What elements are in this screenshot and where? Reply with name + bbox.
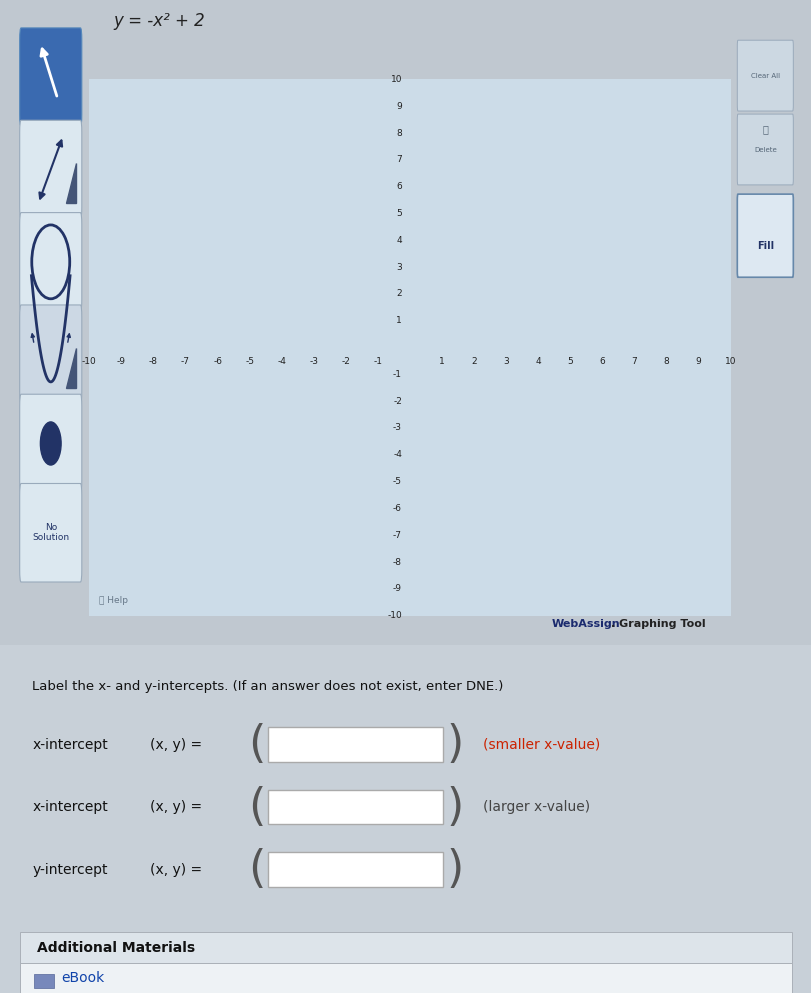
Text: (: (: [247, 723, 264, 766]
Text: x-intercept: x-intercept: [32, 738, 108, 752]
Text: -6: -6: [212, 356, 222, 366]
Text: ): ): [446, 785, 463, 828]
FancyBboxPatch shape: [736, 114, 792, 185]
Text: 🗑: 🗑: [762, 124, 767, 134]
Text: 3: 3: [503, 356, 508, 366]
Text: (: (: [247, 785, 264, 828]
Text: 10: 10: [724, 356, 736, 366]
Text: -1: -1: [393, 369, 401, 379]
Text: (x, y) =: (x, y) =: [150, 800, 202, 814]
Text: 2: 2: [471, 356, 476, 366]
Text: -2: -2: [393, 396, 401, 406]
Text: -6: -6: [393, 503, 401, 513]
Text: (x, y) =: (x, y) =: [150, 738, 202, 752]
Text: -7: -7: [393, 530, 401, 540]
Text: y = -x² + 2: y = -x² + 2: [114, 12, 205, 30]
FancyBboxPatch shape: [0, 645, 811, 993]
Text: -4: -4: [393, 450, 401, 460]
Text: -1: -1: [373, 356, 382, 366]
Text: . Graphing Tool: . Graphing Tool: [611, 619, 706, 629]
Text: 7: 7: [631, 356, 637, 366]
Text: WebAssign: WebAssign: [551, 619, 620, 629]
Text: 6: 6: [599, 356, 605, 366]
Text: Clear All: Clear All: [750, 72, 779, 78]
Text: -8: -8: [148, 356, 158, 366]
Text: -4: -4: [277, 356, 285, 366]
Text: 1: 1: [396, 316, 401, 326]
FancyBboxPatch shape: [19, 484, 82, 582]
Text: ): ): [446, 848, 463, 891]
Text: eBook: eBook: [61, 971, 104, 985]
FancyBboxPatch shape: [19, 28, 82, 126]
Polygon shape: [66, 348, 75, 388]
Text: 5: 5: [567, 356, 573, 366]
Text: 5: 5: [396, 209, 401, 218]
Text: 10: 10: [390, 74, 401, 84]
FancyBboxPatch shape: [736, 41, 792, 111]
Text: 4: 4: [396, 235, 401, 245]
Text: x-intercept: x-intercept: [32, 800, 108, 814]
Text: -3: -3: [393, 423, 401, 433]
Text: -10: -10: [82, 356, 97, 366]
Text: -8: -8: [393, 557, 401, 567]
Text: 6: 6: [396, 182, 401, 192]
FancyBboxPatch shape: [19, 305, 82, 403]
FancyBboxPatch shape: [34, 974, 54, 988]
Text: (larger x-value): (larger x-value): [483, 800, 590, 814]
Text: 1: 1: [439, 356, 444, 366]
Text: -9: -9: [117, 356, 126, 366]
Text: (x, y) =: (x, y) =: [150, 863, 202, 877]
Text: -7: -7: [181, 356, 190, 366]
Text: 4: 4: [535, 356, 540, 366]
Text: y-intercept: y-intercept: [32, 863, 108, 877]
Text: Label the x- and y-intercepts. (If an answer does not exist, enter DNE.): Label the x- and y-intercepts. (If an an…: [32, 680, 504, 693]
Text: -9: -9: [393, 584, 401, 594]
Text: -2: -2: [341, 356, 350, 366]
Text: -5: -5: [245, 356, 254, 366]
Text: ⓘ Help: ⓘ Help: [99, 596, 128, 605]
Text: 8: 8: [396, 128, 401, 138]
Text: 2: 2: [396, 289, 401, 299]
Text: 9: 9: [695, 356, 701, 366]
Text: (smaller x-value): (smaller x-value): [483, 738, 599, 752]
FancyBboxPatch shape: [19, 213, 82, 311]
FancyBboxPatch shape: [736, 195, 792, 277]
Text: 8: 8: [663, 356, 669, 366]
Text: -10: -10: [387, 611, 401, 621]
FancyBboxPatch shape: [268, 727, 442, 762]
Ellipse shape: [41, 422, 61, 465]
Text: 7: 7: [396, 155, 401, 165]
Text: 3: 3: [396, 262, 401, 272]
Text: Additional Materials: Additional Materials: [36, 940, 195, 955]
Text: -3: -3: [309, 356, 318, 366]
FancyBboxPatch shape: [19, 394, 82, 493]
Text: (: (: [247, 848, 264, 891]
Text: -5: -5: [393, 477, 401, 487]
Text: No
Solution: No Solution: [32, 523, 69, 542]
Text: Fill: Fill: [756, 241, 773, 251]
Text: ): ): [446, 723, 463, 766]
FancyBboxPatch shape: [268, 852, 442, 887]
FancyBboxPatch shape: [20, 932, 791, 963]
FancyBboxPatch shape: [20, 963, 791, 993]
FancyBboxPatch shape: [268, 789, 442, 824]
FancyBboxPatch shape: [19, 120, 82, 218]
Polygon shape: [66, 164, 75, 204]
Text: 9: 9: [396, 101, 401, 111]
Text: Delete: Delete: [753, 147, 776, 153]
